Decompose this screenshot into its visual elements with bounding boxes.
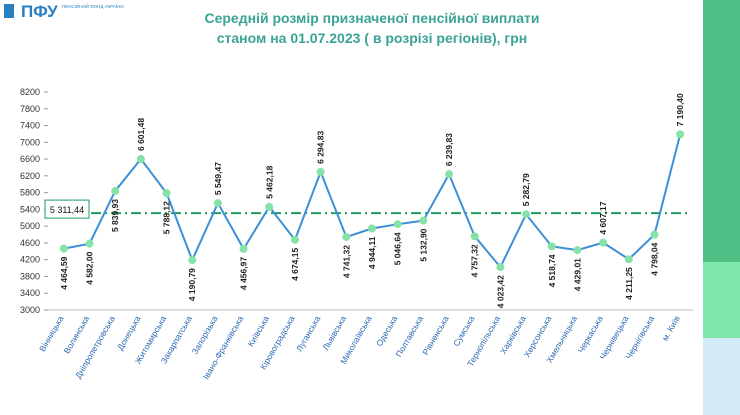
value-label: 5 046,64 bbox=[393, 232, 403, 265]
value-label: 4 757,32 bbox=[470, 244, 480, 277]
x-tick-label: Донецька bbox=[115, 314, 143, 352]
marker bbox=[290, 235, 299, 244]
marker bbox=[111, 186, 120, 195]
marker bbox=[393, 220, 402, 229]
value-label: 7 190,40 bbox=[675, 93, 685, 126]
marker bbox=[59, 244, 68, 253]
value-label: 4 429,01 bbox=[572, 258, 582, 291]
value-label: 4 944,11 bbox=[367, 236, 377, 269]
value-label: 4 798,04 bbox=[649, 242, 659, 275]
average-box bbox=[44, 199, 90, 219]
value-label: 5 839,93 bbox=[110, 199, 120, 232]
value-label: 6 601,48 bbox=[136, 118, 146, 151]
value-label: 6 239,83 bbox=[444, 133, 454, 166]
marker bbox=[445, 170, 454, 179]
logo-caption: ПЕНСІЙНИЙ ФОНД УКРАЇНИ bbox=[62, 2, 124, 9]
marker bbox=[676, 130, 685, 139]
value-label: 5 788,12 bbox=[162, 201, 172, 234]
decor-bar bbox=[703, 0, 740, 262]
marker bbox=[136, 155, 145, 164]
value-label: 5 549,47 bbox=[213, 162, 223, 195]
marker bbox=[85, 239, 94, 248]
marker bbox=[342, 232, 351, 241]
x-tick-label: Київська bbox=[245, 314, 271, 349]
y-tick-label: 6600 bbox=[20, 154, 40, 164]
y-tick-label: 3800 bbox=[20, 271, 40, 281]
marker bbox=[162, 189, 171, 198]
value-label: 6 294,83 bbox=[316, 131, 326, 164]
value-label: 4 518,74 bbox=[547, 254, 557, 287]
value-label: 5 462,18 bbox=[264, 165, 274, 198]
marker bbox=[522, 210, 531, 219]
chart-title: станом на 01.07.2023 ( в розрізі регіоні… bbox=[217, 30, 528, 46]
x-tick-label: Черкаська bbox=[576, 314, 605, 355]
y-tick-label: 3400 bbox=[20, 288, 40, 298]
marker bbox=[419, 216, 428, 225]
y-tick-label: 4200 bbox=[20, 255, 40, 265]
value-label: 4 464,59 bbox=[59, 256, 69, 289]
marker bbox=[624, 255, 633, 264]
y-tick-label: 7800 bbox=[20, 104, 40, 114]
x-tick-label: Львівська bbox=[320, 314, 348, 352]
y-tick-label: 4600 bbox=[20, 238, 40, 248]
marker bbox=[573, 246, 582, 255]
value-label: 5 132,90 bbox=[418, 228, 428, 261]
logo-emblem bbox=[4, 4, 14, 18]
value-label: 4 456,97 bbox=[239, 257, 249, 290]
marker bbox=[650, 230, 659, 239]
x-tick-label: Вінницька bbox=[37, 314, 66, 354]
marker bbox=[470, 232, 479, 241]
marker bbox=[239, 244, 248, 253]
marker bbox=[368, 224, 376, 233]
y-tick-label: 5400 bbox=[20, 204, 40, 214]
value-label: 4 023,42 bbox=[495, 275, 505, 308]
x-tick-label: Луганська bbox=[294, 314, 323, 354]
value-label: 4 607,17 bbox=[598, 201, 608, 234]
y-tick-label: 7400 bbox=[20, 121, 40, 131]
y-tick-label: 5000 bbox=[20, 221, 40, 231]
marker bbox=[496, 263, 505, 272]
value-label: 5 282,79 bbox=[521, 173, 531, 206]
decor-bar bbox=[703, 262, 740, 338]
x-tick-label: Рівненська bbox=[420, 314, 451, 357]
marker bbox=[547, 242, 556, 251]
y-tick-label: 8200 bbox=[20, 87, 40, 97]
value-label: 4 741,32 bbox=[341, 245, 351, 278]
marker bbox=[213, 199, 222, 208]
y-tick-label: 5800 bbox=[20, 188, 40, 198]
value-label: 4 211,25 bbox=[624, 267, 634, 300]
average-label: 5 311,44 bbox=[50, 205, 84, 215]
x-tick-label: Одеська bbox=[374, 314, 400, 348]
marker bbox=[316, 167, 325, 176]
marker bbox=[265, 202, 274, 211]
marker bbox=[188, 256, 197, 265]
value-label: 4 190,79 bbox=[187, 268, 197, 301]
logo: ПФУ bbox=[21, 2, 58, 21]
y-tick-label: 6200 bbox=[20, 171, 40, 181]
value-label: 4 582,00 bbox=[85, 251, 95, 284]
x-tick-label: Сумська bbox=[451, 314, 477, 348]
marker bbox=[599, 238, 608, 247]
x-tick-label: м. Київ bbox=[660, 314, 682, 343]
chart-title: Середній розмір призначеної пенсійної ви… bbox=[204, 10, 539, 26]
y-tick-label: 7000 bbox=[20, 137, 40, 147]
y-tick-label: 3000 bbox=[20, 305, 40, 315]
decor-bar bbox=[703, 338, 740, 415]
value-label: 4 674,15 bbox=[290, 248, 300, 281]
